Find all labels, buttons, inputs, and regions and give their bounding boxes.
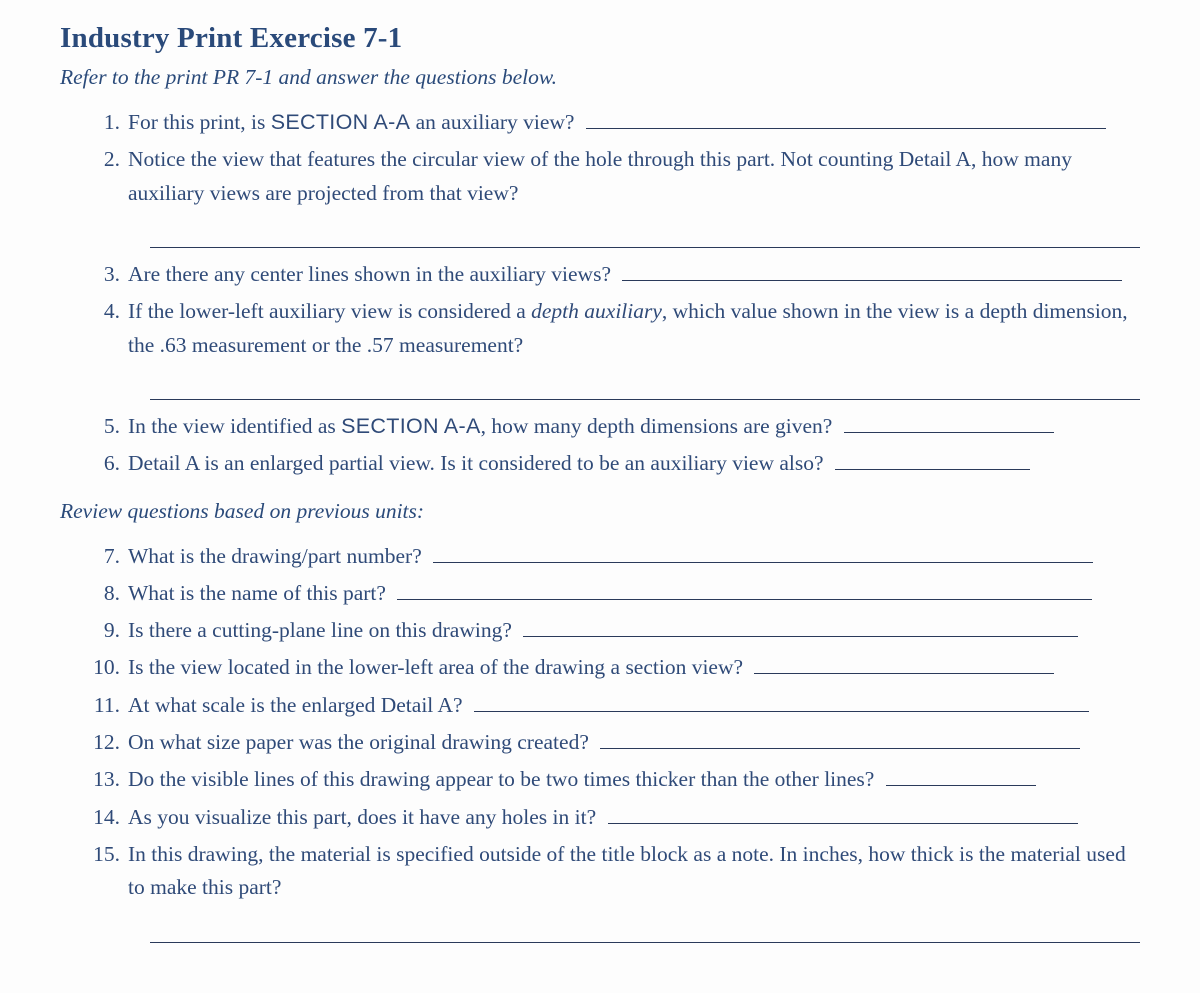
answer-blank[interactable] (474, 689, 1089, 712)
question-item: 12.On what size paper was the original d… (82, 726, 1140, 759)
question-item: 4.If the lower-left auxiliary view is co… (82, 295, 1140, 362)
question-item: 15.In this drawing, the material is spec… (82, 838, 1140, 905)
answer-blank[interactable] (433, 540, 1093, 563)
question-text: Are there any center lines shown in the … (128, 258, 1140, 291)
question-number: 4. (82, 295, 120, 328)
question-item: 13.Do the visible lines of this drawing … (82, 763, 1140, 796)
question-item: 10.Is the view located in the lower-left… (82, 651, 1140, 684)
question-number: 6. (82, 447, 120, 480)
question-text: In this drawing, the material is specifi… (128, 838, 1140, 905)
question-text: As you visualize this part, does it have… (128, 801, 1140, 834)
question-number: 3. (82, 258, 120, 291)
italic-text: depth auxiliary (531, 299, 662, 323)
question-number: 9. (82, 614, 120, 647)
answer-blank[interactable] (397, 577, 1092, 600)
question-number: 15. (82, 838, 120, 871)
question-text: On what size paper was the original draw… (128, 726, 1140, 759)
question-number: 13. (82, 763, 120, 796)
question-number: 11. (82, 689, 120, 722)
question-number: 7. (82, 540, 120, 573)
question-text: At what scale is the enlarged Detail A? (128, 689, 1140, 722)
question-list-review: 7.What is the drawing/part number? 8.Wha… (82, 540, 1140, 943)
answer-blank-full[interactable] (150, 246, 1140, 248)
question-text: What is the name of this part? (128, 577, 1140, 610)
answer-blank[interactable] (835, 448, 1030, 471)
question-item: 1.For this print, is SECTION A-A an auxi… (82, 106, 1140, 139)
page-title: Industry Print Exercise 7-1 (60, 22, 1140, 55)
question-item: 3.Are there any center lines shown in th… (82, 258, 1140, 291)
exercise-page: Industry Print Exercise 7-1 Refer to the… (0, 0, 1200, 993)
answer-blank[interactable] (886, 764, 1036, 787)
question-text: Notice the view that features the circul… (128, 143, 1140, 210)
review-subheading: Review questions based on previous units… (60, 499, 1140, 524)
answer-blank-full[interactable] (150, 941, 1140, 943)
question-item: 5.In the view identified as SECTION A-A,… (82, 410, 1140, 443)
answer-blank[interactable] (600, 727, 1080, 750)
question-text: Do the visible lines of this drawing app… (128, 763, 1140, 796)
question-number: 10. (82, 651, 120, 684)
question-number: 2. (82, 143, 120, 176)
question-item: 11.At what scale is the enlarged Detail … (82, 689, 1140, 722)
question-number: 1. (82, 106, 120, 139)
question-text: For this print, is SECTION A-A an auxili… (128, 106, 1140, 139)
question-number: 5. (82, 410, 120, 443)
answer-blank[interactable] (754, 652, 1054, 675)
answer-blank[interactable] (586, 107, 1106, 130)
question-item: 14.As you visualize this part, does it h… (82, 801, 1140, 834)
question-text: If the lower-left auxiliary view is cons… (128, 295, 1140, 362)
question-item: 6.Detail A is an enlarged partial view. … (82, 447, 1140, 480)
question-item: 2.Notice the view that features the circ… (82, 143, 1140, 210)
question-item: 7.What is the drawing/part number? (82, 540, 1140, 573)
answer-blank-full[interactable] (150, 398, 1140, 400)
answer-blank[interactable] (608, 801, 1078, 824)
question-text: Detail A is an enlarged partial view. Is… (128, 447, 1140, 480)
question-text: In the view identified as SECTION A-A, h… (128, 410, 1140, 443)
question-number: 12. (82, 726, 120, 759)
answer-blank[interactable] (844, 410, 1054, 433)
sans-text: SECTION A-A (341, 414, 481, 438)
question-text: Is the view located in the lower-left ar… (128, 651, 1140, 684)
question-item: 9.Is there a cutting-plane line on this … (82, 614, 1140, 647)
sans-text: SECTION A-A (271, 110, 411, 134)
answer-blank[interactable] (622, 258, 1122, 281)
question-text: What is the drawing/part number? (128, 540, 1140, 573)
question-item: 8.What is the name of this part? (82, 577, 1140, 610)
question-list-main: 1.For this print, is SECTION A-A an auxi… (82, 106, 1140, 481)
instruction-text: Refer to the print PR 7-1 and answer the… (60, 65, 1140, 90)
question-number: 8. (82, 577, 120, 610)
question-text: Is there a cutting-plane line on this dr… (128, 614, 1140, 647)
question-number: 14. (82, 801, 120, 834)
answer-blank[interactable] (523, 615, 1078, 638)
